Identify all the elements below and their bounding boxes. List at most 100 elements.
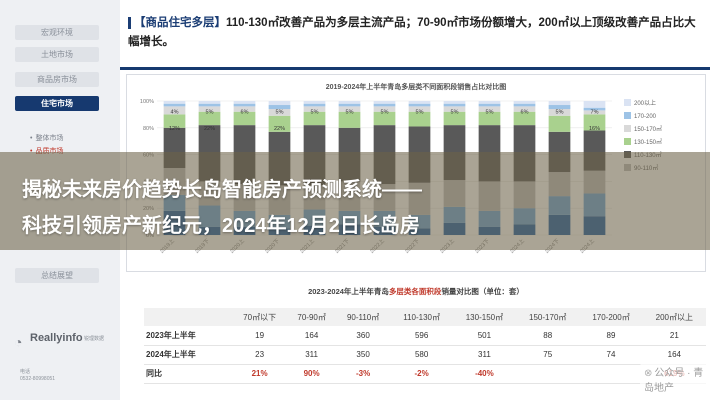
headline-banner: 揭秘未来房价趋势长岛智能房产预测系统—— 科技引领房产新纪元，2024年12月2…: [0, 152, 710, 250]
headline-line-2: 科技引领房产新纪元，2024年12月2日长岛房: [22, 215, 420, 237]
bar-data-label: 4%: [171, 110, 179, 116]
bar-data-label: 5%: [206, 110, 214, 116]
bar-segment: [338, 106, 361, 112]
table-cell: 580: [390, 345, 453, 365]
table-title-highlight: 多层类各面积段: [388, 287, 442, 296]
table-header-cell: 110-130㎡: [390, 308, 453, 326]
bar-segment: [408, 103, 431, 107]
bar-data-label: 5%: [451, 110, 459, 116]
logo-text: Reallyinfo: [30, 332, 83, 344]
bar-segment: [513, 106, 536, 112]
sidebar-item-summary[interactable]: 总结展望: [15, 268, 99, 283]
bar-segment: [268, 109, 291, 116]
bar-segment: [303, 103, 326, 107]
bar-data-label: 5%: [276, 110, 284, 116]
legend-swatch: [624, 99, 631, 106]
bar-segment: [303, 106, 326, 112]
sidebar-item-macro[interactable]: 宏观环境: [15, 25, 99, 40]
table-header-cell: 150-170㎡: [516, 308, 580, 326]
bar-data-label: 22%: [274, 126, 285, 132]
bar-segment: [233, 106, 256, 112]
legend-label: 200以上: [634, 101, 657, 107]
wechat-icon: ⊗: [644, 368, 653, 379]
table-cell: 90%: [287, 364, 336, 384]
legend-item: 130-150㎡: [624, 137, 662, 150]
bar-segment: [443, 101, 466, 104]
header-divider: [120, 67, 710, 70]
bar-segment: [373, 103, 396, 107]
table-header-row: 70㎡以下 70-90㎡ 90-110㎡ 110-130㎡ 130-150㎡ 150-17…: [144, 308, 706, 326]
table-header-cell: 70-90㎡: [287, 308, 336, 326]
legend-label: 130-150㎡: [634, 140, 663, 146]
table-cell: 21%: [231, 364, 288, 384]
table-cell: 360: [335, 326, 391, 346]
bar-segment: [163, 106, 186, 115]
bar-data-label: 5%: [311, 110, 319, 116]
legend-item: 150-170㎡: [624, 124, 662, 137]
sidebar-item-commercial[interactable]: 商品房市场: [15, 72, 99, 87]
bar-segment: [583, 110, 606, 115]
y-tick-label: 80%: [143, 126, 154, 132]
page-title-text: 110-130㎡改善产品为多层主流产品；70-90㎡市场份额增大，200㎡以上顶…: [128, 17, 696, 48]
page-title-tag: 【商品住宅多层】: [128, 17, 226, 29]
bar-data-label: 16%: [589, 126, 600, 132]
table-cell: 311: [287, 345, 336, 365]
y-tick-label: 100%: [140, 99, 154, 105]
bar-segment: [268, 115, 291, 132]
legend-label: 150-170㎡: [634, 127, 663, 133]
bar-segment: [373, 106, 396, 112]
sidebar-subitem-quality[interactable]: 品质市场: [30, 146, 63, 156]
legend-label: 170-200: [634, 114, 657, 120]
table-cell: 501: [452, 326, 517, 346]
bar-segment: [513, 111, 536, 126]
bar-segment: [478, 111, 501, 126]
bar-segment: [303, 101, 326, 104]
bar-segment: [548, 101, 571, 106]
table-header-cell: 90-110㎡: [335, 308, 391, 326]
contact-label: 电话: [20, 369, 31, 375]
sidebar-item-land[interactable]: 土地市场: [15, 47, 99, 62]
table-row: 2023年上半年 19 164 360 596 501 88 89 21: [144, 326, 706, 346]
watermark-text: 公众号 · 青岛地产: [644, 368, 704, 394]
headline: 揭秘未来房价趋势长岛智能房产预测系统—— 科技引领房产新纪元，2024年12月2…: [22, 172, 422, 244]
table-cell: [579, 364, 643, 384]
table-cell: 23: [231, 345, 288, 365]
table-row-label: 同比: [144, 364, 232, 384]
contact-phone: 0532-80998051: [20, 376, 56, 382]
bar-segment: [513, 103, 536, 107]
table-cell: 74: [579, 345, 643, 365]
table-header-cell: 170-200㎡: [579, 308, 643, 326]
table-cell: 311: [452, 345, 517, 365]
table-cell: 350: [335, 345, 391, 365]
sidebar-item-residential[interactable]: 住宅市场: [15, 96, 99, 111]
table-cell: [516, 364, 580, 384]
table-cell: 75: [516, 345, 580, 365]
company-logo: ◔ Reallyinfo 锐理数据: [14, 328, 110, 364]
table-header-cell: 130-150㎡: [452, 308, 517, 326]
bar-data-label: 6%: [241, 110, 249, 116]
bar-data-label: 22%: [204, 126, 215, 132]
bar-data-label: 5%: [556, 110, 564, 116]
table-cell: 21: [642, 326, 706, 346]
bar-segment: [198, 106, 221, 112]
bar-segment: [198, 101, 221, 104]
bar-segment: [583, 107, 606, 111]
bar-segment: [443, 103, 466, 107]
legend-item: 170-200: [624, 111, 662, 124]
legend-swatch: [624, 112, 631, 119]
bar-segment: [233, 101, 256, 104]
bar-segment: [373, 101, 396, 104]
bar-segment: [408, 106, 431, 112]
bar-segment: [443, 111, 466, 126]
bar-segment: [163, 103, 186, 107]
bar-data-label: 5%: [381, 110, 389, 116]
sidebar-subitem-overall[interactable]: 整体市场: [30, 133, 63, 143]
bar-segment: [268, 101, 291, 106]
sales-table: 70㎡以下 70-90㎡ 90-110㎡ 110-130㎡ 130-150㎡ 150-17…: [144, 308, 706, 384]
bar-segment: [268, 105, 291, 110]
bar-segment: [478, 103, 501, 107]
bar-segment: [338, 103, 361, 107]
table-cell: 89: [579, 326, 643, 346]
watermark: ⊗ 公众号 · 青岛地产: [640, 363, 710, 395]
